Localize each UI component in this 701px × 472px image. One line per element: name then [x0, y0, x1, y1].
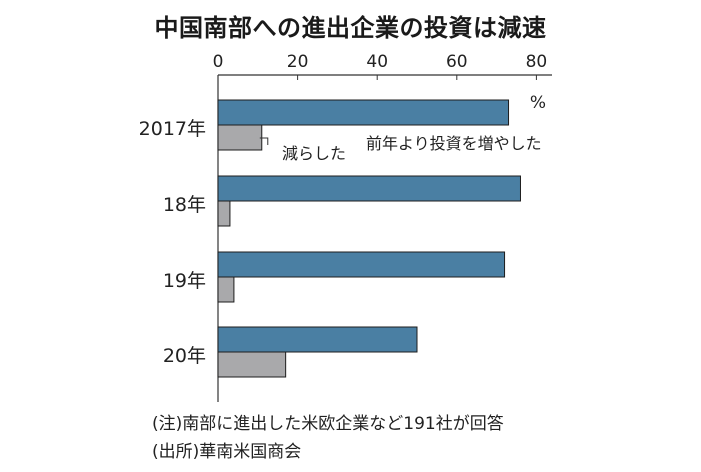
bar-increased [217, 251, 506, 278]
footnote-respondents: (注)南部に進出した米欧企業など191社が回答 [152, 414, 504, 434]
bar-decreased [217, 276, 235, 303]
bar-increased [217, 175, 521, 202]
x-tick-label: 80 [526, 52, 548, 72]
bar-increased [217, 99, 510, 126]
x-tick-label: 40 [366, 52, 388, 72]
x-tick-label: 0 [213, 52, 224, 72]
x-tick-label: 20 [287, 52, 309, 72]
footnote-source: (出所)華南米国商会 [152, 442, 302, 462]
unit-label: % [530, 93, 546, 113]
bar-decreased [217, 351, 287, 378]
bar-decreased [217, 124, 263, 151]
series-label-decreased: 減らした [282, 144, 346, 163]
category-label: 18年 [163, 194, 206, 216]
chart-title: 中国南部への進出企業の投資は減速 [154, 14, 547, 42]
bar-decreased [217, 200, 231, 227]
category-label: 19年 [163, 270, 206, 292]
x-tick-label: 60 [446, 52, 468, 72]
category-label: 20年 [163, 345, 206, 367]
decreased-leader-line [259, 137, 269, 145]
series-label-increased: 前年より投資を増やした [366, 134, 542, 153]
category-label: 2017年 [139, 118, 206, 140]
bar-increased [217, 326, 418, 353]
